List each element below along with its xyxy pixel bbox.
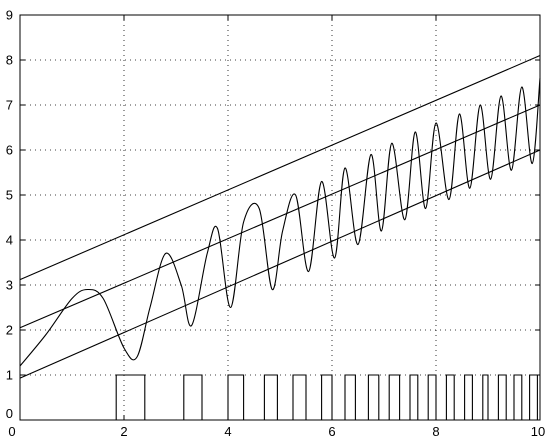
pulse-train <box>20 374 540 421</box>
trend-line-2 <box>19 149 541 379</box>
y-tick-label: 3 <box>6 278 13 293</box>
y-tick-label: 4 <box>6 233 13 248</box>
y-tick-label: 7 <box>6 98 13 113</box>
x-tick-label: 2 <box>120 424 127 439</box>
series-group <box>19 54 541 421</box>
x-tick-label: 4 <box>224 424 231 439</box>
trend-line-1 <box>19 104 541 329</box>
x-tick-label: 0 <box>8 424 15 439</box>
tick-labels: 0 2 4 6 8 10 0 1 2 3 4 5 6 7 8 9 <box>6 8 545 440</box>
y-tick-label: 9 <box>6 8 13 23</box>
y-tick-label: 8 <box>6 53 13 68</box>
y-tick-label: 2 <box>6 323 13 338</box>
x-tick-label: 6 <box>328 424 335 439</box>
grid <box>20 15 540 420</box>
x-tick-label: 8 <box>432 424 439 439</box>
y-tick-label: 1 <box>6 368 13 383</box>
y-tick-label: 0 <box>6 406 13 421</box>
axes <box>19 14 541 421</box>
y-tick-label: 5 <box>6 188 13 203</box>
trend-line-0 <box>19 54 541 281</box>
oscillating-curve <box>19 77 541 367</box>
y-tick-label: 6 <box>6 143 13 158</box>
x-tick-label: 10 <box>531 424 545 439</box>
plot-frame <box>19 14 541 421</box>
